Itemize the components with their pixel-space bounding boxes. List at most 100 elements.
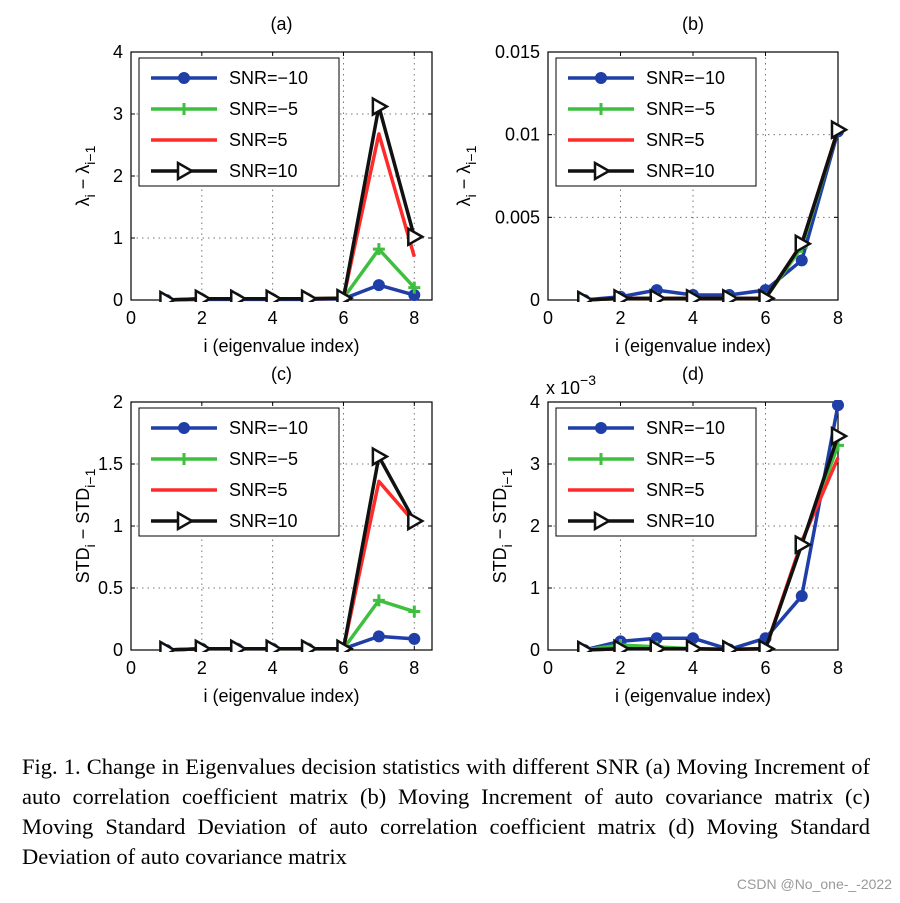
data-point — [649, 288, 668, 302]
data-point — [407, 226, 425, 247]
y-tick-label: 0.01 — [505, 125, 540, 145]
x-axis-label: i (eigenvalue index) — [203, 336, 359, 356]
data-point — [649, 638, 668, 652]
data-point — [577, 289, 595, 302]
x-tick-label: 0 — [543, 308, 553, 328]
x-tick-label: 4 — [268, 658, 278, 678]
data-point — [336, 287, 354, 302]
series-line-0 — [584, 130, 840, 302]
y-tick-label: 2 — [530, 516, 540, 536]
legend-marker — [178, 72, 190, 84]
x-tick-label: 6 — [338, 658, 348, 678]
legend-label: SNR=−10 — [646, 418, 725, 438]
x-tick-label: 8 — [833, 308, 843, 328]
chart-panel-b: (b) 0 2 4 6 8 0 0.005 0.01 0.015 i (eigenvalue ind… — [454, 14, 849, 356]
data-point — [159, 289, 177, 302]
data-point — [795, 254, 808, 267]
x-tick-label: 4 — [688, 308, 698, 328]
data-point — [613, 638, 632, 652]
legend-marker — [595, 103, 607, 115]
legend-marker — [595, 453, 607, 465]
y-tick-label: 0.015 — [495, 42, 540, 62]
data-point — [794, 233, 813, 254]
legend-box — [555, 57, 757, 187]
y-tick-label: 0 — [113, 640, 123, 660]
data-point — [685, 288, 704, 302]
data-point — [300, 288, 319, 302]
y-tick-label: 2 — [113, 166, 123, 186]
legend-marker — [593, 510, 612, 532]
chart-panel-a: (a) 0 2 4 6 8 0 1 2 3 4 i (eigenvalue index) λi − λi… — [73, 14, 433, 356]
x-tick-label: 2 — [197, 658, 207, 678]
y-axis-label: λi − λi−1 — [454, 145, 479, 206]
y-tick-label: 1 — [113, 516, 123, 536]
data-point — [371, 96, 390, 117]
x-tick-label: 6 — [338, 308, 348, 328]
data-point — [577, 639, 595, 652]
data-point — [830, 119, 849, 140]
y-tick-label: 0 — [530, 640, 540, 660]
y-tick-label: 0 — [530, 290, 540, 310]
data-point — [613, 288, 632, 302]
y-tick-label: 0.5 — [98, 578, 123, 598]
legend-label: SNR=−5 — [229, 99, 298, 119]
data-point — [722, 288, 740, 302]
data-point — [408, 605, 421, 618]
y-tick-label: 1 — [113, 228, 123, 248]
y-tick-label: 2 — [113, 392, 123, 412]
y-tick-label: 4 — [530, 392, 540, 412]
x-tick-label: 8 — [409, 658, 419, 678]
data-point — [371, 446, 390, 467]
x-tick-label: 0 — [543, 658, 553, 678]
legend-label: SNR=10 — [229, 511, 298, 531]
x-tick-label: 2 — [615, 308, 625, 328]
data-point — [372, 630, 385, 643]
legend-marker — [178, 422, 190, 434]
data-point — [336, 638, 354, 652]
series-line-1 — [166, 598, 415, 652]
legend-label: SNR=5 — [646, 480, 705, 500]
data-point — [229, 638, 248, 652]
data-point — [265, 638, 284, 652]
data-point — [830, 425, 849, 447]
y-tick-label: 4 — [113, 42, 123, 62]
legend-label: SNR=5 — [646, 130, 705, 150]
data-point — [372, 594, 385, 607]
legend-marker — [178, 103, 190, 115]
data-point — [300, 638, 319, 652]
legend-marker — [595, 422, 607, 434]
data-point — [194, 638, 213, 652]
x-tick-label: 2 — [197, 308, 207, 328]
data-point — [758, 288, 777, 302]
legend-label: SNR=−10 — [646, 68, 725, 88]
data-point — [758, 638, 777, 652]
y-tick-label: 0 — [113, 290, 123, 310]
y-tick-label: 3 — [113, 104, 123, 124]
y-tick-label: 1.5 — [98, 454, 123, 474]
legend-label: SNR=−10 — [229, 418, 308, 438]
data-point — [265, 288, 284, 302]
legend-marker — [593, 160, 612, 182]
y-tick-label: 3 — [530, 454, 540, 474]
legend-label: SNR=−5 — [646, 99, 715, 119]
series-group — [159, 96, 425, 302]
legend-marker — [176, 510, 195, 532]
legend-marker — [178, 453, 190, 465]
series-group — [159, 446, 425, 652]
panel-title: (a) — [271, 14, 293, 34]
data-point — [372, 279, 385, 292]
legend-label: SNR=−5 — [646, 449, 715, 469]
legend-label: SNR=5 — [229, 130, 288, 150]
data-point — [794, 534, 813, 555]
legend-marker — [595, 72, 607, 84]
data-point — [722, 639, 740, 652]
x-tick-label: 0 — [126, 658, 136, 678]
chart-panel-d: (d) 0 2 4 6 8 0 1 2 3 4 x 10−3 i (eigenvalue index) S… — [490, 364, 849, 706]
series-line-1 — [166, 247, 416, 302]
y-axis-label: λi − λi−1 — [73, 145, 98, 206]
panel-title: (d) — [682, 364, 704, 384]
x-tick-label: 2 — [615, 658, 625, 678]
data-point — [408, 632, 421, 645]
x-axis-label: i (eigenvalue index) — [615, 336, 771, 356]
